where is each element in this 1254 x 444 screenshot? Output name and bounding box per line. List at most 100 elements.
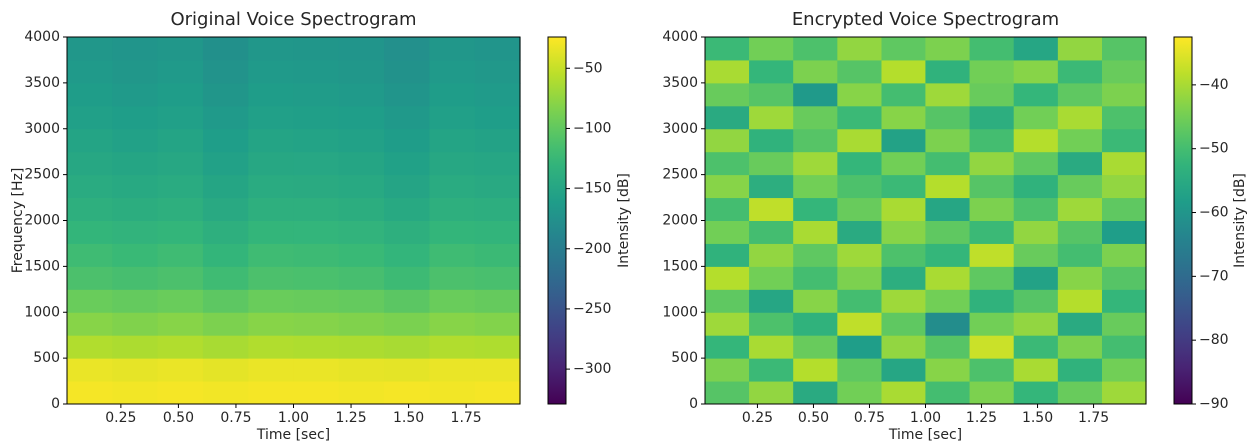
heatmap-cell	[925, 358, 971, 382]
x-tick-label: 1.75	[1078, 410, 1109, 426]
heatmap-cell	[749, 358, 794, 382]
heatmap-cell	[248, 312, 295, 336]
heatmap-cell	[1101, 312, 1147, 336]
heatmap-cell	[157, 312, 204, 336]
heatmap-cell	[248, 358, 295, 382]
heatmap-cell	[1057, 381, 1103, 405]
heatmap-cell	[338, 266, 385, 290]
heatmap-cell	[881, 358, 927, 382]
heatmap-cell	[925, 220, 971, 244]
heatmap-cell	[837, 335, 882, 359]
heatmap-cell	[1013, 358, 1059, 382]
heatmap-cell	[969, 358, 1015, 382]
colorbar-tick-label: −100	[573, 120, 611, 136]
heatmap-cell	[293, 289, 340, 313]
heatmap-cell	[837, 289, 882, 313]
heatmap-cell	[66, 335, 113, 359]
heatmap-cell	[881, 289, 927, 313]
heatmap-cell	[881, 105, 927, 130]
heatmap-cell	[202, 174, 249, 199]
heatmap-cell	[293, 220, 340, 244]
heatmap-cell	[837, 37, 882, 61]
heatmap-cell	[881, 82, 927, 107]
heatmap-cell	[293, 37, 340, 61]
heatmap-cell	[969, 266, 1015, 290]
heatmap-cell	[749, 151, 794, 176]
heatmap-cell	[338, 312, 385, 336]
heatmap-cell	[248, 381, 295, 405]
heatmap-cell	[66, 289, 113, 313]
heatmap-cell	[1101, 128, 1147, 153]
heatmap-cell	[969, 174, 1015, 199]
x-tick-label: 0.75	[854, 410, 885, 426]
heatmap-cell	[248, 59, 295, 84]
colorbar-tick-label: −50	[1199, 141, 1229, 157]
heatmap-cell	[1013, 82, 1059, 107]
heatmap-cell	[837, 105, 882, 130]
heatmap-cell	[704, 358, 750, 382]
colorbar	[547, 36, 567, 405]
heatmap-cell	[157, 82, 204, 107]
heatmap-cell	[157, 151, 204, 176]
heatmap-cell	[925, 105, 971, 130]
heatmap-cell	[1013, 220, 1059, 244]
heatmap-cell	[202, 312, 249, 336]
chart-title: Encrypted Voice Spectrogram	[792, 9, 1059, 30]
heatmap-cell	[429, 151, 476, 176]
x-tick-label: 0.50	[798, 410, 829, 426]
heatmap-cell	[969, 289, 1015, 313]
heatmap-cell	[837, 174, 882, 199]
heatmap-cell	[704, 220, 750, 244]
heatmap-cell	[1057, 289, 1103, 313]
heatmap-cell	[793, 37, 838, 61]
heatmap-cell	[66, 59, 113, 84]
heatmap-cell	[881, 128, 927, 153]
heatmap-cell	[969, 243, 1015, 267]
heatmap-cell	[429, 128, 476, 153]
heatmap-cell	[793, 128, 838, 153]
heatmap-cell	[248, 37, 295, 61]
heatmap-cell	[1013, 266, 1059, 290]
heatmap-cell	[157, 128, 204, 153]
heatmap-cell	[202, 220, 249, 244]
heatmap-cell	[384, 197, 430, 221]
heatmap-cell	[1101, 174, 1147, 199]
heatmap-cell	[749, 128, 794, 153]
heatmap-cell	[112, 37, 159, 61]
heatmap-cell	[112, 82, 159, 107]
heatmap-cell	[749, 37, 794, 61]
heatmap-cell	[793, 59, 838, 84]
heatmap-cell	[66, 105, 113, 130]
heatmap-cell	[112, 220, 159, 244]
heatmap-cell	[925, 37, 971, 61]
heatmap-cell	[157, 381, 204, 405]
heatmap-cell	[793, 82, 838, 107]
y-tick-label: 2000	[662, 213, 698, 229]
heatmap-cell	[881, 266, 927, 290]
heatmap-cell	[749, 59, 794, 84]
y-tick-label: 500	[671, 350, 698, 366]
heatmap-cell	[474, 335, 521, 359]
heatmap-cell	[202, 59, 249, 84]
heatmap-cell	[66, 151, 113, 176]
heatmap-cell	[474, 197, 521, 221]
heatmap-cell	[969, 335, 1015, 359]
heatmap-cell	[1101, 197, 1147, 221]
heatmap-cell	[881, 312, 927, 336]
heatmap-cell	[474, 243, 521, 267]
heatmap-cell	[66, 381, 113, 405]
heatmap-cell	[429, 289, 476, 313]
heatmap-cell	[157, 37, 204, 61]
heatmap-cell	[248, 289, 295, 313]
heatmap-cell	[969, 220, 1015, 244]
heatmap-cell	[66, 197, 113, 221]
heatmap-cell	[202, 335, 249, 359]
heatmap-cell	[837, 381, 882, 405]
y-axis-label: Frequency [Hz]	[10, 168, 26, 274]
heatmap-cell	[704, 37, 750, 61]
heatmap-cell	[338, 59, 385, 84]
heatmap-cell	[1101, 289, 1147, 313]
heatmap-cell	[969, 37, 1015, 61]
heatmap-cell	[293, 335, 340, 359]
